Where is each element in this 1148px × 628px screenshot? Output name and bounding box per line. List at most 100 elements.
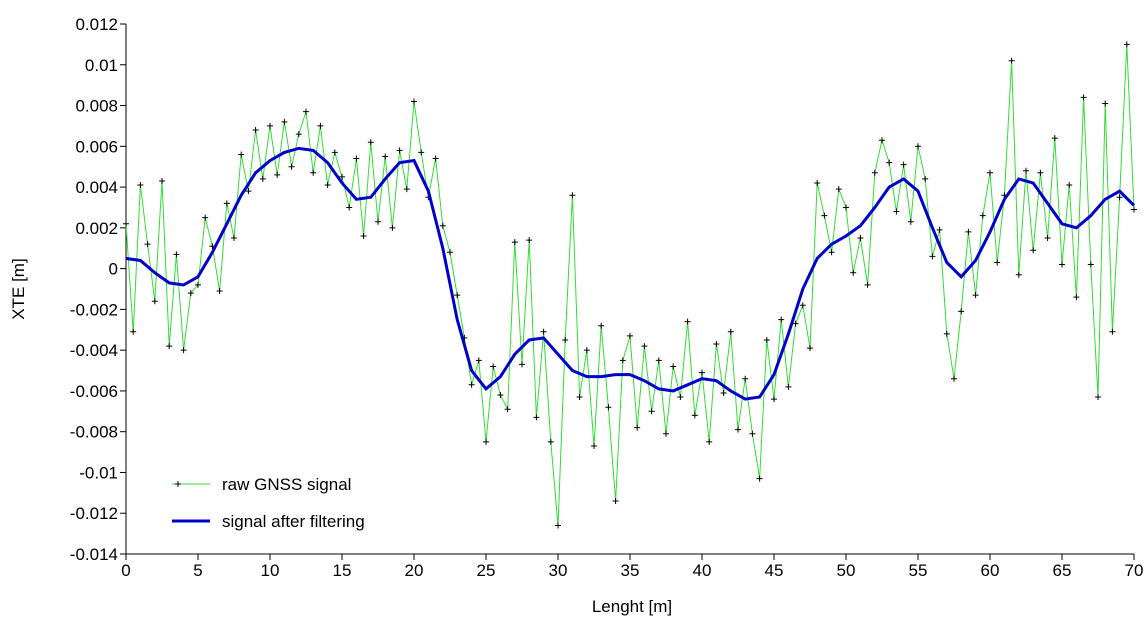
point-marker [439, 222, 446, 229]
y-tick-label: -0.012 [70, 504, 118, 523]
point-marker [432, 155, 439, 162]
point-marker [231, 235, 237, 242]
x-tick-label: 55 [909, 561, 928, 580]
point-marker [123, 220, 129, 227]
x-tick-label: 5 [193, 561, 202, 580]
point-marker [151, 298, 158, 305]
point-marker [144, 241, 151, 248]
point-marker [1102, 100, 1109, 107]
point-marker [540, 328, 547, 335]
point-marker [223, 200, 230, 207]
point-marker [965, 228, 972, 235]
point-marker [936, 226, 943, 233]
point-marker [195, 281, 201, 288]
y-tick-label: 0.004 [75, 178, 118, 197]
point-marker [497, 392, 504, 398]
point-marker [281, 118, 288, 125]
point-marker [447, 249, 453, 256]
x-tick-label: 45 [765, 561, 784, 580]
y-tick-label: 0.008 [75, 97, 118, 116]
point-marker [173, 251, 180, 258]
x-tick-label: 50 [837, 561, 856, 580]
legend-label: raw GNSS signal [222, 475, 351, 494]
point-marker [1131, 206, 1137, 213]
point-marker [187, 290, 194, 297]
point-marker [605, 404, 612, 411]
point-marker [1080, 94, 1087, 101]
x-tick-label: 0 [121, 561, 130, 580]
point-marker [468, 381, 475, 388]
point-marker [555, 522, 561, 529]
x-tick-label: 25 [477, 561, 496, 580]
point-marker [252, 127, 259, 133]
point-marker [663, 430, 669, 437]
x-tick-label: 70 [1125, 561, 1144, 580]
point-marker [295, 131, 302, 138]
point-marker [547, 438, 554, 445]
point-marker [353, 155, 360, 162]
point-marker [1008, 57, 1015, 64]
x-tick-label: 40 [693, 561, 712, 580]
series-line [125, 44, 1135, 526]
point-marker [929, 253, 936, 260]
point-marker [807, 345, 813, 352]
x-tick-label: 30 [549, 561, 568, 580]
point-marker [375, 218, 381, 225]
point-marker [627, 332, 633, 339]
point-marker [159, 177, 165, 184]
point-marker [360, 233, 367, 239]
point-marker [1059, 261, 1065, 268]
point-marker [238, 151, 245, 158]
point-marker [346, 204, 353, 211]
point-marker [670, 363, 677, 370]
point-marker [259, 175, 266, 182]
point-marker [1051, 135, 1058, 142]
point-marker [684, 318, 691, 325]
point-marker [843, 204, 849, 211]
point-marker [245, 188, 252, 195]
point-marker [994, 259, 1001, 266]
point-marker [1116, 194, 1123, 201]
point-marker [958, 308, 965, 315]
point-marker [216, 288, 223, 295]
y-tick-label: -0.002 [70, 300, 118, 319]
point-marker [137, 182, 144, 189]
point-marker [418, 149, 425, 156]
y-tick-label: 0.012 [75, 15, 118, 34]
point-marker [879, 137, 885, 144]
legend-marker [175, 481, 181, 487]
x-tick-label: 65 [1053, 561, 1072, 580]
point-marker [893, 208, 900, 215]
point-marker [367, 139, 374, 146]
point-marker [411, 98, 417, 105]
point-marker [821, 212, 828, 219]
y-tick-label: -0.014 [70, 545, 118, 564]
point-marker [396, 147, 403, 154]
point-marker [331, 149, 338, 156]
point-marker [1073, 294, 1080, 301]
point-marker [915, 143, 921, 150]
point-marker [886, 159, 893, 166]
y-tick-label: -0.008 [70, 423, 118, 442]
point-marker [1066, 182, 1073, 189]
point-marker [720, 389, 727, 396]
y-tick-label: 0.006 [75, 137, 118, 156]
x-tick-label: 35 [621, 561, 640, 580]
point-marker [519, 361, 525, 368]
point-marker [655, 357, 662, 364]
x-tick-label: 15 [333, 561, 352, 580]
point-marker [799, 302, 806, 309]
point-marker [562, 336, 569, 343]
x-tick-label: 10 [261, 561, 280, 580]
point-marker [871, 169, 878, 176]
point-marker [475, 357, 482, 364]
point-marker [850, 269, 857, 276]
point-marker [972, 292, 979, 299]
point-marker [835, 186, 842, 193]
point-marker [828, 249, 835, 256]
point-marker [641, 343, 648, 350]
point-marker [1095, 394, 1101, 401]
point-marker [324, 182, 331, 189]
point-marker [303, 108, 309, 115]
point-marker [713, 341, 720, 348]
